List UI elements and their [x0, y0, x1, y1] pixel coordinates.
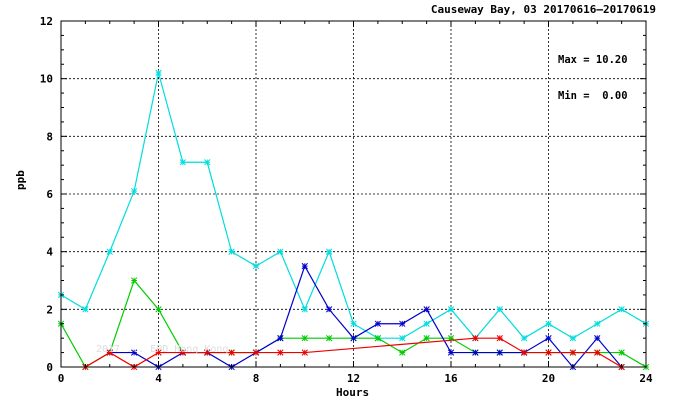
x-tick-label: 16	[444, 372, 458, 385]
data-point	[594, 349, 601, 356]
data-point	[472, 349, 479, 356]
y-tick-label: 4	[46, 246, 53, 259]
data-point	[520, 335, 528, 342]
data-point	[179, 159, 187, 166]
data-point	[569, 335, 577, 342]
data-point	[277, 349, 284, 356]
x-tick-label: 8	[253, 372, 260, 385]
data-point	[399, 349, 406, 356]
data-point	[155, 306, 162, 313]
y-axis-label: ppb	[14, 170, 27, 190]
data-point	[130, 277, 138, 284]
data-point	[130, 187, 138, 195]
data-point	[496, 306, 503, 313]
data-point	[82, 306, 89, 313]
data-point	[277, 335, 284, 342]
data-point	[594, 320, 601, 327]
x-tick-label: 0	[58, 372, 65, 385]
x-tick-label: 20	[542, 372, 555, 385]
watermark: 2017 ... EPD Hong Kong	[96, 344, 229, 355]
x-axis-label: Hours	[336, 386, 370, 399]
stats-box: Max = 10.20 Min = 0.00	[558, 30, 628, 114]
chart-title: Causeway Bay, 03 20170616–20170619	[430, 3, 656, 16]
data-point	[618, 306, 625, 313]
data-point	[301, 262, 308, 270]
data-point	[545, 320, 552, 327]
y-tick-label: 6	[46, 188, 53, 201]
data-point	[301, 349, 308, 356]
data-point	[545, 349, 552, 356]
data-point	[325, 248, 333, 255]
data-point	[472, 335, 479, 342]
data-point	[204, 159, 211, 166]
y-tick-label: 0	[46, 361, 53, 374]
stats-max: Max = 10.20	[558, 54, 628, 66]
data-point	[496, 335, 503, 342]
x-tick-label: 12	[347, 372, 360, 385]
y-tick-label: 10	[40, 73, 53, 86]
data-point	[130, 349, 138, 356]
data-point	[106, 248, 113, 255]
data-point	[447, 306, 455, 313]
data-point	[106, 349, 113, 356]
data-point	[423, 335, 430, 342]
data-point	[301, 335, 308, 342]
data-point	[618, 349, 625, 356]
series-layer	[57, 69, 650, 371]
x-tick-label: 24	[639, 372, 653, 385]
data-point	[228, 349, 235, 356]
data-point	[594, 335, 601, 342]
y-tick-label: 12	[40, 15, 53, 28]
data-point	[325, 306, 333, 313]
data-point	[545, 335, 552, 342]
data-point	[228, 248, 235, 255]
data-point	[155, 349, 162, 356]
data-point	[252, 262, 260, 270]
data-point	[399, 320, 406, 327]
stats-min: Min = 0.00	[558, 90, 628, 102]
data-point	[179, 349, 187, 356]
data-point	[423, 306, 430, 313]
data-point	[277, 248, 284, 255]
data-point	[496, 349, 503, 356]
y-tick-label: 8	[46, 130, 53, 143]
data-point	[569, 349, 577, 356]
data-point	[350, 335, 357, 342]
data-point	[423, 320, 430, 327]
data-point	[155, 69, 162, 77]
data-point	[447, 349, 455, 356]
data-point	[301, 306, 308, 313]
data-point	[204, 349, 211, 356]
data-point	[374, 320, 382, 327]
data-point	[252, 349, 260, 356]
y-tick-label: 2	[46, 303, 53, 316]
data-point	[350, 320, 357, 327]
data-point	[325, 335, 333, 342]
data-point	[399, 335, 406, 342]
x-tick-label: 4	[155, 372, 162, 385]
data-point	[520, 349, 528, 356]
data-point	[374, 335, 382, 342]
